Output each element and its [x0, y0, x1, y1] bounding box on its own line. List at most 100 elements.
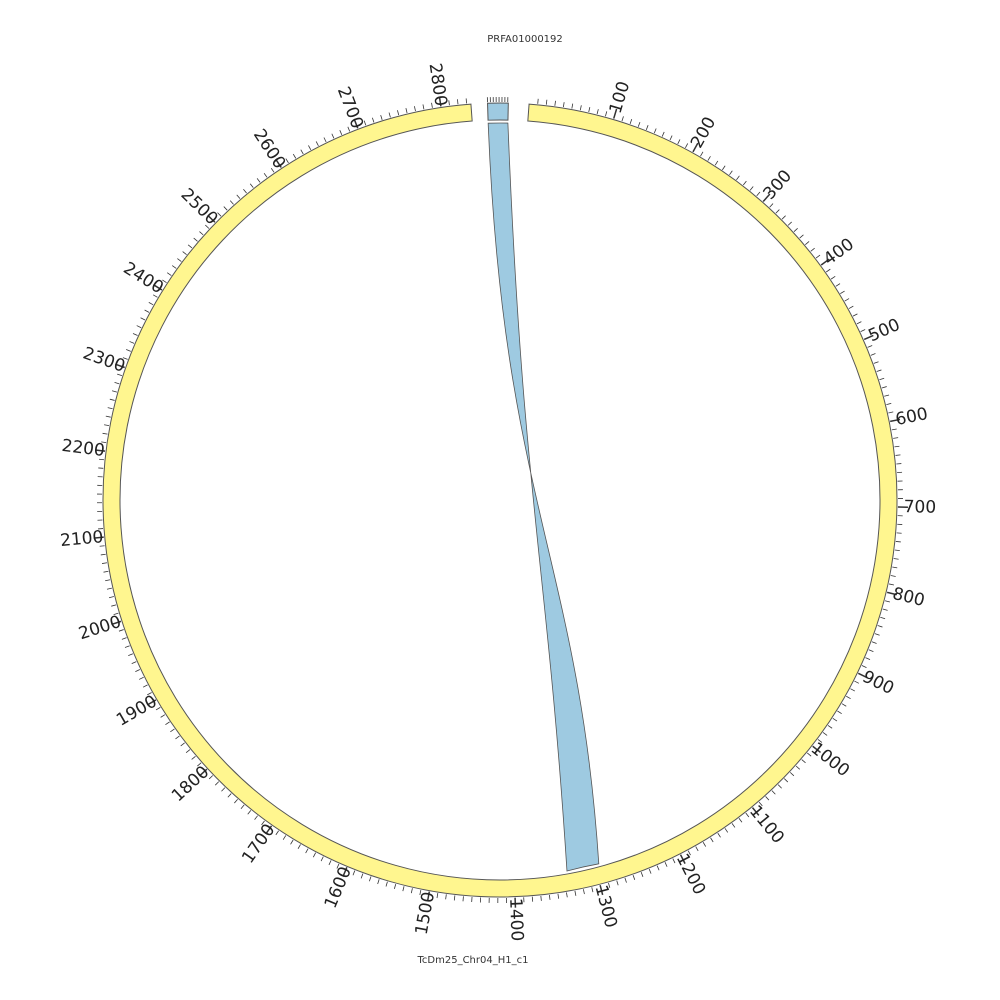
minor-tick: [830, 275, 836, 280]
minor-tick: [394, 883, 397, 890]
major-tick: [438, 96, 442, 107]
minor-tick: [571, 103, 574, 109]
minor-tick: [596, 109, 599, 115]
minor-tick: [300, 149, 304, 155]
minor-tick: [805, 241, 810, 245]
minor-tick: [99, 545, 105, 547]
minor-tick: [882, 608, 888, 611]
minor-tick: [336, 863, 340, 869]
minor-tick: [801, 759, 806, 764]
minor-tick: [817, 739, 823, 743]
major-tick: [751, 807, 760, 816]
tick-label-700: 700: [904, 497, 937, 518]
tick-label-2300: 2300: [80, 344, 127, 377]
tick-label-2600: 2600: [249, 126, 289, 173]
tick-label-100: 100: [606, 79, 634, 116]
minor-tick: [815, 254, 821, 259]
minor-tick: [221, 787, 226, 792]
minor-tick: [894, 549, 900, 552]
major-tick: [886, 591, 898, 596]
tick-label-2000: 2000: [76, 612, 123, 644]
minor-tick: [562, 102, 565, 108]
minor-tick: [879, 377, 885, 381]
minor-tick: [637, 121, 641, 127]
minor-tick: [380, 114, 383, 120]
minor-tick: [664, 862, 668, 867]
minor-tick: [653, 128, 657, 134]
minor-tick: [893, 437, 899, 439]
minor-tick: [865, 657, 871, 661]
major-tick: [863, 334, 874, 341]
minor-tick: [852, 313, 858, 317]
minor-tick: [799, 234, 804, 239]
minor-tick: [191, 755, 196, 760]
minor-tick: [848, 305, 854, 309]
tick-label-300: 300: [760, 166, 796, 204]
query-sequence-label: PRFA01000192: [487, 34, 563, 45]
minor-tick: [162, 279, 167, 284]
minor-tick: [700, 151, 704, 157]
minor-tick: [736, 175, 740, 181]
minor-tick: [722, 165, 726, 171]
minor-tick: [147, 692, 152, 696]
minor-tick: [876, 369, 882, 372]
minor-tick: [410, 888, 413, 894]
minor-tick: [308, 145, 312, 151]
minor-tick: [871, 641, 877, 644]
minor-tick: [101, 441, 107, 444]
tick-label-1500: 1500: [412, 890, 439, 936]
minor-tick: [397, 110, 400, 116]
minor-tick: [895, 541, 901, 543]
minor-tick: [448, 100, 450, 106]
minor-tick: [827, 725, 833, 729]
minor-tick: [290, 839, 294, 845]
minor-tick: [214, 781, 220, 786]
minor-tick: [795, 765, 801, 770]
minor-tick: [445, 894, 447, 900]
minor-tick: [729, 170, 733, 176]
minor-tick: [822, 732, 828, 736]
minor-tick: [249, 183, 254, 188]
tick-label-600: 600: [894, 404, 930, 430]
minor-tick: [402, 886, 405, 892]
minor-tick: [305, 848, 309, 854]
minor-tick: [846, 695, 851, 700]
minor-tick: [107, 407, 113, 410]
tick-label-1600: 1600: [321, 864, 356, 912]
minor-tick: [724, 828, 729, 833]
minor-tick: [148, 301, 154, 306]
minor-tick: [99, 458, 105, 461]
minor-tick: [775, 209, 780, 214]
minor-tick: [431, 102, 433, 108]
minor-tick: [888, 583, 895, 586]
tick-label-400: 400: [820, 234, 858, 269]
minor-tick: [874, 633, 880, 636]
major-tick: [115, 363, 125, 369]
minor-tick: [769, 203, 774, 208]
tick-label-1900: 1900: [113, 691, 160, 730]
minor-tick: [320, 856, 324, 862]
minor-tick: [105, 579, 111, 582]
minor-tick: [640, 871, 644, 877]
tick-label-900: 900: [859, 667, 897, 699]
minor-tick: [118, 629, 124, 632]
tick-label-2400: 2400: [120, 258, 167, 298]
minor-tick: [182, 251, 187, 255]
minor-tick: [187, 244, 193, 249]
minor-tick: [789, 772, 795, 777]
minor-tick: [574, 890, 577, 896]
minor-tick: [111, 604, 117, 607]
minor-tick: [193, 237, 198, 242]
minor-tick: [261, 820, 265, 826]
minor-tick: [545, 99, 548, 105]
minor-tick: [738, 818, 743, 823]
minor-tick: [685, 143, 689, 149]
minor-tick: [669, 135, 673, 141]
minor-tick: [171, 265, 177, 269]
minor-tick: [886, 403, 892, 405]
minor-tick: [616, 880, 619, 886]
minor-tick: [368, 876, 372, 882]
major-tick: [426, 891, 431, 902]
minor-tick: [781, 215, 786, 220]
